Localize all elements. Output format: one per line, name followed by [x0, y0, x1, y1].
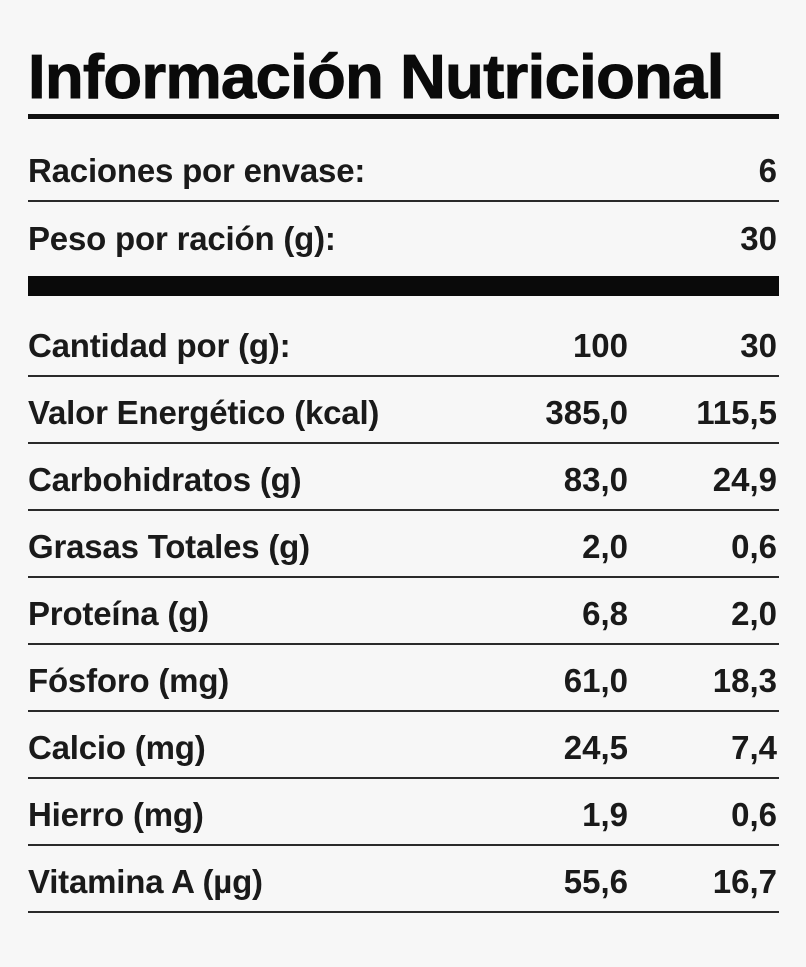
value-per-30g: 18,3: [712, 662, 777, 699]
title-underline: [28, 114, 779, 119]
value-per-100g: 61,0: [563, 662, 628, 699]
nutrition-title: Información Nutricional: [27, 43, 724, 112]
value-per-30g: 7,4: [731, 729, 777, 766]
table-row: Proteína (g) 6,8 2,0: [28, 579, 779, 645]
column-header-100g: 100: [572, 327, 628, 364]
servings-per-container-value: 6: [758, 152, 777, 189]
nutrient-label: Vitamina A (µg): [28, 863, 263, 900]
value-per-100g: 1,9: [582, 796, 628, 833]
table-row: Vitamina A (µg) 55,6 16,7: [28, 847, 779, 913]
nutrient-label: Carbohidratos (g): [28, 461, 302, 498]
value-per-100g: 2,0: [582, 528, 628, 565]
value-per-30g: 2,0: [731, 595, 777, 632]
serving-weight-value: 30: [740, 220, 777, 257]
amount-per-label: Cantidad por (g):: [28, 327, 291, 364]
column-header-30g: 30: [740, 327, 777, 364]
serving-weight-label: Peso por ración (g):: [28, 220, 336, 257]
table-row: Hierro (mg) 1,9 0,6: [28, 780, 779, 846]
value-per-30g: 115,5: [696, 394, 777, 431]
nutrient-label: Valor Energético (kcal): [28, 394, 380, 431]
value-per-100g: 385,0: [545, 394, 628, 431]
servings-per-container-label: Raciones por envase:: [28, 152, 366, 189]
value-per-100g: 24,5: [563, 729, 628, 766]
nutrient-label: Proteína (g): [28, 595, 209, 632]
nutrient-label: Calcio (mg): [28, 729, 206, 766]
servings-per-container-row: Raciones por envase: 6: [28, 136, 779, 202]
table-header-row: Cantidad por (g): 100 30: [28, 311, 779, 377]
nutrient-label: Fósforo (mg): [28, 662, 230, 699]
serving-weight-row: Peso por ración (g): 30: [28, 202, 779, 268]
value-per-100g: 55,6: [563, 863, 628, 900]
table-row: Calcio (mg) 24,5 7,4: [28, 713, 779, 779]
table-row: Carbohidratos (g) 83,0 24,9: [28, 445, 779, 511]
table-row: Valor Energético (kcal) 385,0 115,5: [28, 378, 779, 444]
value-per-100g: 83,0: [563, 461, 628, 498]
table-row: Fósforo (mg) 61,0 18,3: [28, 646, 779, 712]
nutrient-label: Hierro (mg): [28, 796, 204, 833]
value-per-30g: 0,6: [731, 528, 777, 565]
nutrient-label: Grasas Totales (g): [28, 528, 310, 565]
table-row: Grasas Totales (g) 2,0 0,6: [28, 512, 779, 578]
value-per-30g: 0,6: [731, 796, 777, 833]
value-per-30g: 16,7: [712, 863, 777, 900]
value-per-100g: 6,8: [582, 595, 628, 632]
value-per-30g: 24,9: [712, 461, 777, 498]
section-divider-bar: [28, 276, 779, 296]
